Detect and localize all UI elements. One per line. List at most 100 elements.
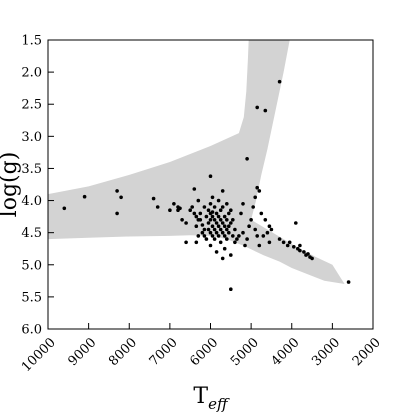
data-point (220, 205, 225, 209)
data-point (255, 185, 259, 190)
x-tick-label: 8000 (106, 335, 140, 369)
data-point (277, 79, 282, 84)
data-point (210, 214, 215, 219)
track-band-area (48, 40, 345, 284)
data-points (62, 79, 351, 292)
data-point (285, 243, 290, 248)
data-point (220, 230, 225, 235)
y-tick-label: 6.0 (21, 323, 42, 338)
data-point (214, 221, 219, 225)
data-point (267, 240, 272, 245)
data-point (202, 205, 207, 209)
data-point (212, 218, 217, 222)
y-tick-label: 5.0 (21, 258, 42, 273)
data-point (306, 252, 310, 256)
data-point (190, 205, 194, 209)
data-point (210, 224, 215, 228)
data-point (281, 240, 286, 245)
data-point (210, 195, 215, 200)
y-tick-label: 3.0 (21, 130, 42, 145)
data-point (218, 227, 223, 232)
data-point (243, 243, 247, 248)
data-point (220, 256, 225, 261)
data-point (155, 205, 160, 209)
data-point (208, 218, 213, 222)
y-tick-label: 5.5 (21, 290, 42, 305)
data-point (233, 240, 237, 245)
data-point (257, 189, 262, 193)
data-point (214, 211, 219, 216)
data-point (176, 208, 180, 212)
data-point (194, 214, 199, 219)
data-point (208, 243, 213, 248)
data-point (222, 224, 227, 228)
data-point (287, 240, 292, 245)
data-point (115, 189, 119, 193)
data-point (216, 224, 221, 228)
data-point (231, 234, 235, 238)
data-point (184, 240, 188, 245)
data-point (192, 211, 197, 216)
data-point (206, 221, 211, 225)
data-point (115, 211, 119, 216)
x-tick-label: 7000 (147, 335, 181, 369)
data-point (245, 157, 249, 161)
data-point (292, 245, 296, 249)
data-point (222, 214, 227, 219)
y-axis-label: log(g) (0, 152, 22, 218)
data-point (196, 198, 201, 203)
data-point (212, 237, 217, 241)
data-point (204, 237, 209, 241)
data-point (204, 214, 209, 219)
x-axis-label: Teff (193, 384, 230, 413)
data-point (192, 187, 197, 191)
data-point (62, 206, 67, 211)
data-point (212, 205, 217, 209)
x-axis-label-subscript: eff (208, 395, 230, 413)
data-point (253, 195, 257, 200)
data-point (208, 202, 213, 206)
data-point (220, 221, 225, 225)
data-point (180, 218, 184, 222)
data-point (239, 211, 243, 216)
data-point (259, 211, 264, 216)
x-tick-label: 9000 (65, 335, 99, 369)
data-point (82, 194, 87, 199)
data-point (253, 227, 257, 232)
data-point (198, 211, 203, 216)
data-point (249, 218, 253, 222)
data-point (200, 230, 205, 235)
y-tick-label: 2.5 (21, 98, 42, 113)
data-point (218, 240, 223, 245)
data-point (294, 221, 298, 225)
data-point (222, 246, 227, 251)
data-point (208, 230, 213, 235)
data-point (346, 280, 351, 284)
data-point (220, 189, 225, 193)
data-point (194, 224, 199, 228)
y-tick-label: 4.5 (21, 226, 42, 241)
data-point (241, 230, 245, 235)
data-point (225, 227, 229, 232)
data-point (216, 234, 221, 238)
data-point (198, 218, 203, 222)
data-point (227, 230, 231, 235)
data-point (214, 250, 219, 254)
data-point (235, 237, 239, 241)
data-point (229, 253, 233, 257)
data-point (263, 108, 268, 113)
data-point (251, 205, 255, 209)
data-point (216, 198, 221, 203)
data-point (225, 202, 229, 206)
data-point (210, 210, 215, 214)
y-tick-label: 4.0 (21, 194, 42, 209)
data-point (231, 218, 235, 222)
x-axis-label-main: T (193, 384, 208, 409)
data-point (196, 234, 201, 238)
data-point (257, 243, 262, 248)
data-point (225, 218, 229, 222)
x-tick-label: 2000 (350, 335, 384, 369)
data-point (227, 211, 231, 216)
x-tick-label: 3000 (309, 335, 343, 369)
x-tick-label: 10000 (19, 335, 59, 375)
